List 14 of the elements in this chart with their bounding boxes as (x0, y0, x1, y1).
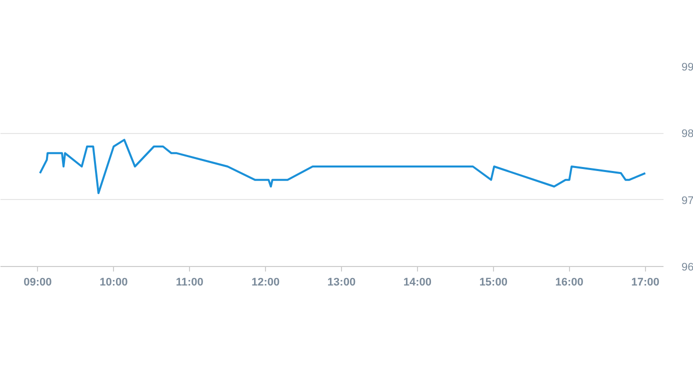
x-tick-label: 10:00 (100, 276, 128, 288)
x-tick-label: 17:00 (631, 276, 660, 288)
y-tick-label: 96 (682, 262, 693, 274)
y-tick-label: 97 (682, 194, 693, 207)
line-series (38, 138, 646, 194)
y-tick-label: 98 (682, 128, 693, 140)
x-tick-label: 13:00 (327, 276, 356, 288)
x-tick-label: 11:00 (176, 276, 204, 288)
y-tick-label: 99 (682, 62, 693, 74)
x-tick-label: 12:00 (251, 276, 280, 288)
x-tick-label: 15:00 (479, 276, 508, 288)
x-tick-label: 09:00 (24, 276, 52, 288)
x-tick-label: 14:00 (403, 276, 432, 288)
x-tick-label: 16:00 (555, 276, 584, 288)
